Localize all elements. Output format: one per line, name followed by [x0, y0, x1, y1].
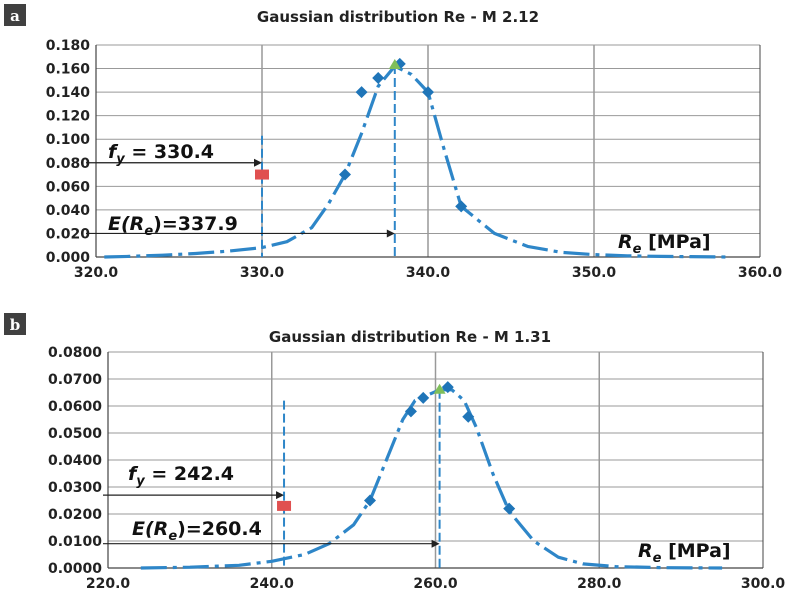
y-tick-label: 0.0600: [48, 399, 102, 415]
y-tick-label: 0.140: [46, 85, 91, 101]
fy-arrow-head: [254, 158, 262, 167]
x-axis-label: Re [MPa]: [618, 231, 711, 257]
chart-panel-b: b Gaussian distribution Re - M 1.31 0.0000…: [0, 305, 800, 605]
data-point: [355, 86, 368, 99]
mean-arrow-head: [431, 539, 440, 548]
x-tick-label: 220.0: [86, 576, 131, 592]
y-tick-label: 0.180: [46, 38, 91, 54]
x-tick-label: 360.0: [738, 265, 783, 281]
x-tick-label: 280.0: [577, 576, 622, 592]
y-tick-label: 0.0300: [48, 480, 102, 496]
y-tick-label: 0.000: [46, 250, 91, 266]
panel-label: a: [10, 7, 20, 25]
y-tick-label: 0.040: [46, 203, 91, 219]
chart-b-svg: b Gaussian distribution Re - M 1.31 0.0000…: [4, 313, 786, 592]
panel-label-badge: [4, 4, 26, 26]
chart-title: Gaussian distribution Re - M 2.12: [257, 8, 539, 26]
y-tick-label: 0.0500: [48, 426, 102, 442]
y-tick-label: 0.0400: [48, 453, 102, 469]
y-tick-label: 0.160: [46, 62, 91, 78]
data-point: [364, 494, 376, 507]
data-point: [455, 200, 468, 213]
y-tick-label: 0.0800: [48, 345, 102, 361]
x-tick-label: 240.0: [250, 576, 295, 592]
peak-point: [388, 59, 401, 70]
fy-point: [255, 169, 269, 180]
data-point: [422, 86, 434, 99]
y-tick-label: 0.0000: [48, 561, 102, 577]
x-tick-label: 350.0: [572, 265, 617, 281]
data-point: [503, 502, 516, 515]
panel-label: b: [10, 316, 21, 334]
gaussian-curve: [104, 64, 727, 259]
y-tick-label: 0.120: [46, 109, 91, 125]
y-tick-label: 0.080: [46, 156, 91, 172]
x-axis-label: Re [MPa]: [638, 540, 731, 566]
y-tick-label: 0.0200: [48, 507, 102, 523]
y-tick-label: 0.100: [46, 132, 91, 148]
x-tick-label: 320.0: [74, 265, 119, 281]
x-tick-label: 330.0: [240, 265, 285, 281]
panel-label-badge: [4, 313, 26, 335]
y-tick-label: 0.060: [46, 179, 91, 195]
x-tick-label: 300.0: [741, 576, 786, 592]
y-tick-label: 0.0700: [48, 372, 102, 388]
y-tick-label: 0.0100: [48, 534, 102, 550]
data-point: [441, 381, 454, 394]
x-tick-label: 260.0: [413, 576, 458, 592]
fy-annotation: fy = 330.4: [108, 141, 214, 167]
data-point: [404, 405, 417, 418]
chart-panel-a: a Gaussian distribution Re - M 2.12 0.000 0…: [0, 0, 800, 300]
data-point: [462, 410, 475, 423]
chart-title: Gaussian distribution Re - M 1.31: [269, 328, 551, 346]
peak-point: [433, 383, 446, 394]
fy-annotation: fy = 242.4: [128, 463, 234, 489]
gaussian-curve: [140, 388, 723, 570]
mean-arrow-head: [386, 229, 395, 238]
mean-annotation: E(Re)=337.9: [108, 213, 238, 239]
fy-arrow-head: [276, 491, 285, 500]
chart-a-svg: a Gaussian distribution Re - M 2.12 0.000 0…: [4, 4, 783, 281]
fy-point: [277, 500, 292, 511]
x-tick-label: 340.0: [406, 265, 451, 281]
data-point: [417, 391, 430, 404]
data-point: [339, 168, 351, 181]
y-tick-label: 0.020: [46, 226, 91, 242]
mean-annotation: E(Re)=260.4: [132, 518, 262, 544]
data-point: [372, 71, 385, 84]
